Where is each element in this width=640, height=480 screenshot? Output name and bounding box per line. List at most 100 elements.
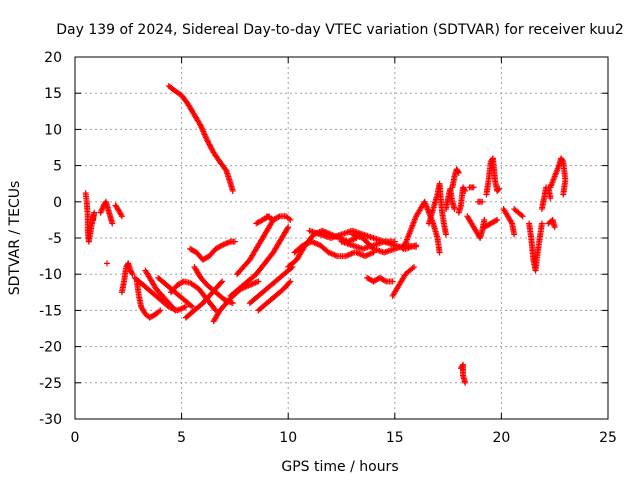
data-point-interp [455,168,462,175]
data-points [82,82,569,386]
x-tick-label: 15 [386,430,404,446]
series-arc-ao [500,206,518,238]
data-point [436,249,443,256]
data-point [231,238,238,245]
data-point [109,220,116,227]
data-point-interp [264,214,271,221]
series-arc-am [483,155,503,198]
series-arc-c [112,202,125,220]
y-tick-label: -15 [39,303,62,319]
y-tick-label: 15 [44,86,62,102]
data-point-interp [275,214,282,221]
data-point [287,278,294,285]
data-point-interp [211,306,218,313]
series-arc-aj [464,213,488,241]
axis-ticks: 0 5 10 15 20 25 -30 -25 -20 -15 -10 -5 0 5 10 15 20 [39,50,617,446]
data-point-interp [222,166,229,173]
data-point-interp [461,186,468,193]
x-tick-label: 10 [279,430,297,446]
data-point [494,216,501,223]
series-arc-ab [364,274,396,285]
x-tick-label: 5 [177,430,186,446]
data-point [389,278,396,285]
y-tick-label: 10 [44,122,62,138]
data-point-interp [492,217,499,224]
series-arc-aq [526,220,545,274]
data-point [410,263,417,270]
y-tick-label: 0 [53,195,62,211]
data-point [462,187,469,194]
series-arc-o [187,238,238,263]
data-point [481,216,488,223]
data-point [519,213,526,220]
chart-title: Day 139 of 2024, Sidereal Day-to-day VTE… [56,22,624,38]
y-tick-label: -20 [39,340,62,356]
data-point-interp [218,279,225,286]
series-arc-p [227,224,292,299]
data-point-interp [286,279,293,286]
x-axis-label: GPS time / hours [281,459,398,475]
series-arc-e [118,260,136,296]
data-point-interp [495,186,502,193]
y-axis-label: SDTVAR / TECUs [7,181,23,296]
series-arc-u [253,213,273,227]
series-arc-n [165,82,236,194]
data-point [287,216,294,223]
series-arc-ak [474,198,486,205]
data-point [266,213,273,220]
data-point [229,300,236,307]
x-tick-label: 25 [599,430,617,446]
y-tick-label: -5 [48,231,62,247]
data-point [496,185,503,192]
data-point [451,206,458,213]
series-arc-al [466,184,477,191]
series-arc-q [234,216,277,278]
series-arc-ap [511,206,526,220]
series-arc-a [82,190,98,245]
y-tick-label: 20 [44,50,62,66]
y-tick-label: 5 [53,159,62,175]
data-point-interp [381,277,388,284]
x-tick-label: 0 [71,430,80,446]
plot-frame [74,56,609,420]
data-point [118,213,125,220]
data-point [157,307,164,314]
data-point [442,231,449,238]
data-point [551,224,558,231]
series-arc-aa [353,249,377,260]
data-point [538,220,545,227]
data-point [370,249,377,256]
series-arc-l [182,278,226,321]
data-point-interp [188,302,195,309]
data-point [182,303,189,310]
series-arc-ac [389,263,417,299]
data-point-interp [217,242,224,249]
series-arc-d [103,260,110,267]
data-point [547,195,554,202]
series-arc-y [338,238,420,252]
data-point [470,184,477,191]
series-arc-ae [425,180,449,238]
series-arc-af [442,185,458,213]
series-arc-an [481,216,501,231]
y-tick-label: -25 [39,376,62,392]
data-point [285,224,292,231]
series-arc-b [97,198,116,227]
data-point [255,278,262,285]
data-point [129,271,136,278]
data-point [103,260,110,267]
data-point-interp [284,225,291,232]
data-point [511,231,518,238]
data-point [462,379,469,386]
data-point [219,278,226,285]
data-point [189,303,196,310]
series-arc-at [547,155,569,198]
data-point [229,187,236,194]
data-point [455,169,462,176]
data-point [560,191,567,198]
series-arc-h [131,274,189,314]
series-arc-f [133,278,164,321]
data-point [479,198,486,205]
series-arc-ai [457,361,469,386]
